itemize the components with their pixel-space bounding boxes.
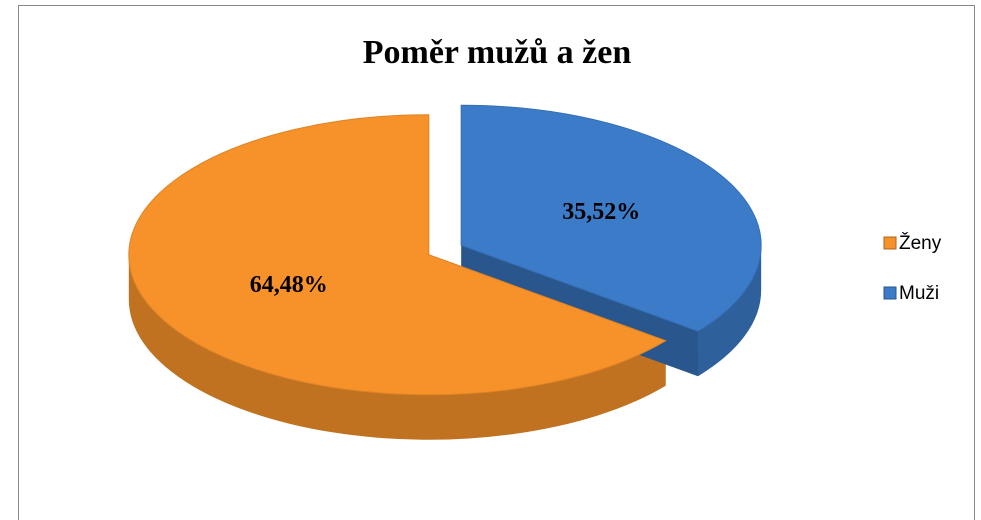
legend-swatch xyxy=(883,236,897,250)
legend-label: Muži xyxy=(899,283,939,304)
value-label: 35,52% xyxy=(562,199,640,225)
value-label: 64,48% xyxy=(250,272,328,298)
slice-side xyxy=(128,254,666,440)
legend-swatch xyxy=(883,286,897,300)
legend-label: Ženy xyxy=(899,232,942,254)
slice-side xyxy=(697,245,762,377)
pie-slice xyxy=(128,114,667,396)
pie-slice xyxy=(460,104,762,332)
chart-title: Poměr mužů a žen xyxy=(363,34,632,71)
